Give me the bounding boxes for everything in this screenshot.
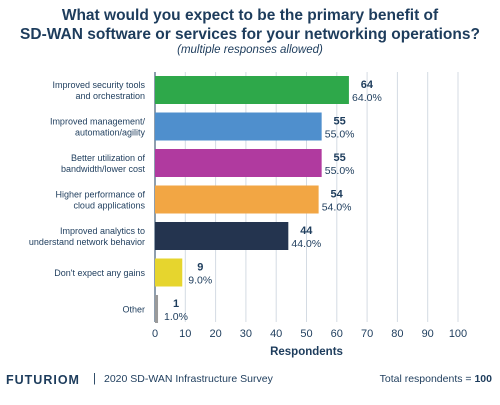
x-tick-label: 50 [300, 328, 312, 340]
bar-value-label: 1 [173, 298, 179, 310]
brand-logo: FUTURIOM [6, 373, 80, 387]
x-tick-label: 70 [361, 328, 373, 340]
chart-title-line-1: What would you expect to be the primary … [61, 7, 439, 24]
survey-source: 2020 SD-WAN Infrastructure Survey [104, 373, 273, 385]
bar [155, 76, 349, 104]
bar [155, 222, 289, 250]
category-label: Don't expect any gains [54, 268, 145, 278]
bar-value-label: 64 [361, 79, 374, 91]
x-tick-label: 0 [152, 328, 158, 340]
x-tick-label: 60 [331, 328, 343, 340]
category-label: Improved security tools [52, 80, 145, 90]
category-label: bandwidth/lower cost [61, 164, 146, 174]
category-label: Improved management/ [50, 117, 146, 127]
category-label: Better utilization of [71, 153, 146, 163]
bar-chart: 0 10 20 30 40 50 60 70 80 90 100 Respondents Improve… [29, 72, 467, 358]
bar-value-label: 9 [197, 262, 203, 274]
bar [155, 258, 183, 287]
x-tick-label: 90 [422, 328, 434, 340]
bar-percent-label: 44.0% [291, 238, 321, 250]
bar [155, 112, 322, 141]
bar [155, 149, 322, 177]
x-tick-label: 40 [270, 328, 282, 340]
bar-value-label: 55 [334, 152, 346, 164]
total-respondents-value: 100 [474, 373, 492, 385]
total-respondents-label: Total respondents = [379, 373, 475, 385]
bar-percent-label: 55.0% [325, 165, 355, 177]
category-label: understand network behavior [29, 237, 145, 247]
category-label: Other [122, 305, 145, 315]
bar-percent-label: 9.0% [188, 275, 212, 287]
x-axis-title: Respondents [270, 346, 343, 358]
x-tick-label: 10 [179, 328, 191, 340]
category-label: automation/agility [75, 128, 146, 138]
category-label: Improved analytics to [60, 226, 145, 236]
footer-separator: | [93, 373, 96, 385]
chart-title-line-2: SD-WAN software or services for your net… [20, 26, 480, 43]
bar-percent-label: 55.0% [325, 129, 355, 141]
category-label: cloud applications [73, 201, 145, 211]
category-label: Higher performance of [55, 190, 145, 200]
bar-percent-label: 1.0% [164, 311, 188, 323]
bar-value-label: 44 [300, 225, 313, 237]
bar [155, 185, 319, 214]
x-tick-label: 80 [391, 328, 403, 340]
bar-value-label: 55 [334, 116, 346, 128]
bar [155, 295, 159, 323]
chart-subtitle: (multiple responses allowed) [177, 44, 323, 56]
bar-value-label: 54 [330, 189, 343, 201]
bar-percent-label: 64.0% [352, 92, 382, 104]
category-label: and orchestration [75, 91, 145, 101]
x-tick-label: 20 [209, 328, 221, 340]
x-tick-label: 100 [449, 328, 467, 340]
bar-percent-label: 54.0% [322, 202, 352, 214]
x-tick-label: 30 [240, 328, 252, 340]
total-respondents: Total respondents = 100 [380, 373, 492, 385]
